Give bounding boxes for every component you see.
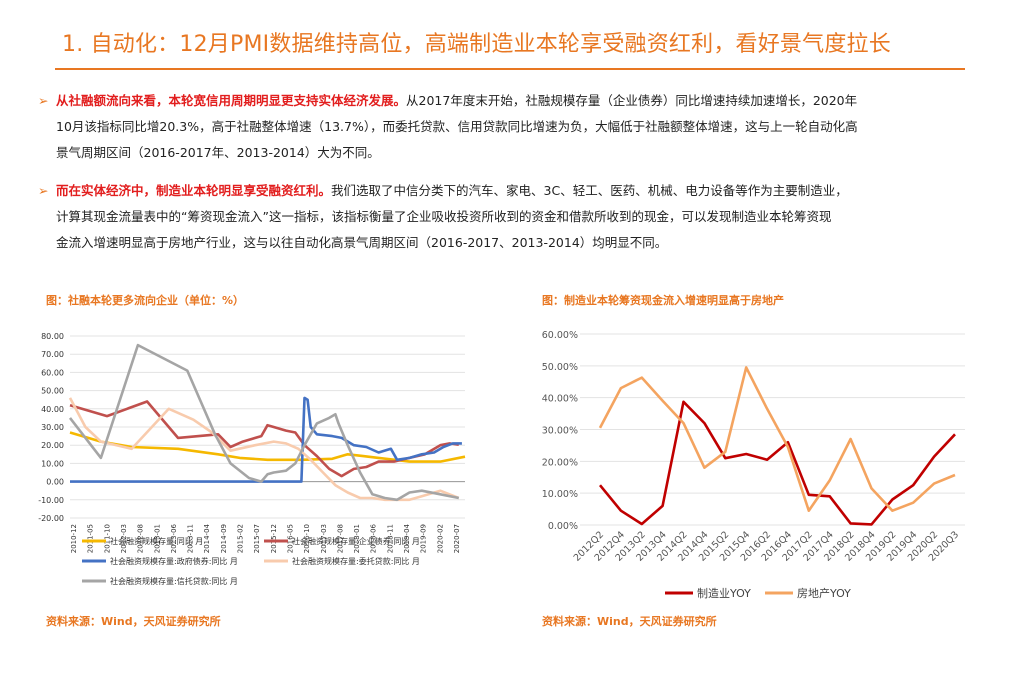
series-line-0 xyxy=(598,400,956,526)
y-tick-label: 30.00 xyxy=(41,423,64,432)
legend-label: 社会融资规模存量:企业债券:同比 月 xyxy=(292,536,420,546)
left-figure-caption: 图：社融本轮更多流向企业（单位：%） xyxy=(46,294,245,307)
bullet-1-line-1: 从2017年度末开始，社融规模存量（企业债券）同比增速持续加速增长，2020年 xyxy=(406,93,858,108)
y-tick-label: 0.00 xyxy=(46,478,64,487)
bullet-1-line-3: 景气周期区间（2016-2017年、2013-2014）大为不同。 xyxy=(56,145,380,160)
x-tick-label: 2012-08 xyxy=(137,524,145,553)
x-tick-label: 2013-06 xyxy=(170,523,178,553)
bullet-2-line-2: 计算其现金流量表中的“筹资现金流入”这一指标，该指标衡量了企业吸收投资所收到的资… xyxy=(56,209,832,224)
x-tick-label: 2018-06 xyxy=(370,523,378,553)
series-line-1 xyxy=(69,400,459,478)
x-tick-label: 2017-03 xyxy=(320,524,328,553)
legend-label: 社会融资规模存量:委托贷款:同比 月 xyxy=(292,556,420,566)
right-figure-source: 资料来源：Wind，天风证券研究所 xyxy=(542,615,717,628)
x-tick-label: 2019-04 xyxy=(403,523,411,553)
x-tick-label: 2011-05 xyxy=(87,524,95,553)
y-tick-label: 0.00% xyxy=(548,521,578,532)
series-line-1 xyxy=(598,366,956,512)
x-tick-label: 2013-01 xyxy=(153,524,161,553)
x-tick-label: 2017-08 xyxy=(336,524,344,553)
y-tick-label: 30.00% xyxy=(542,426,578,437)
x-tick-label: 2012-03 xyxy=(120,524,128,553)
x-tick-label: 2015-07 xyxy=(253,524,261,553)
bullet-2-line-3: 金流入增速明显高于房地产行业，这与以往自动化高景气周期区间（2016-2017、… xyxy=(56,235,668,250)
x-tick-label: 2015-02 xyxy=(237,524,245,553)
y-tick-label: 10.00% xyxy=(542,489,578,500)
legend-label: 制造业YOY xyxy=(697,586,751,600)
y-tick-label: 20.00% xyxy=(542,457,578,468)
legend-label: 社会融资规模存量:信托贷款:同比 月 xyxy=(110,576,238,586)
y-tick-label: 70.00 xyxy=(41,350,64,359)
legend-label: 社会融资规模存量:政府债券:同比 月 xyxy=(110,556,238,566)
series-line-4 xyxy=(68,343,460,502)
y-tick-label: 20.00 xyxy=(41,441,64,450)
x-tick-label: 2014-04 xyxy=(203,523,211,553)
y-tick-label: 10.00 xyxy=(41,459,64,468)
y-tick-label: 60.00% xyxy=(542,330,578,341)
legend-label: 房地产YOY xyxy=(797,586,851,600)
legend-label: 社会融资规模存量:同比 月 xyxy=(110,536,203,546)
y-tick-label: 40.00% xyxy=(542,394,578,405)
y-tick-label: -10.00 xyxy=(38,496,64,505)
page-title: 1. 自动化：12月PMI数据维持高位，高端制造业本轮享受融资红利，看好景气度拉… xyxy=(62,32,891,57)
x-tick-label: 2019-09 xyxy=(420,524,428,553)
left-line-chart: -20.00 -10.00 0.00 10.00 20.00 30.00 40.00 50.0… xyxy=(38,332,466,586)
y-tick-label: 60.00 xyxy=(41,368,64,377)
bullet-2-emphasis: 而在实体经济中，制造业本轮明显享受融资红利。 xyxy=(56,183,332,198)
bullet-arrow-icon: ➢ xyxy=(38,183,49,198)
series-line-2 xyxy=(70,396,462,483)
x-tick-label: 2016-10 xyxy=(303,524,311,553)
title-underline xyxy=(55,68,965,70)
bullet-2: ➢ 而在实体经济中，制造业本轮明显享受融资红利。我们选取了中信分类下的汽车、家电、… xyxy=(38,178,968,256)
x-tick-label: 2015-12 xyxy=(270,524,278,553)
bullet-arrow-icon: ➢ xyxy=(38,93,49,108)
y-tick-label: 40.00 xyxy=(41,405,64,414)
x-tick-label: 2011-10 xyxy=(103,524,111,553)
x-tick-label: 2020-07 xyxy=(453,524,461,553)
x-tick-label: 2018-11 xyxy=(386,524,394,553)
right-figure-caption: 图：制造业本轮筹资现金流入增速明显高于房地产 xyxy=(542,294,784,307)
bullet-1-line-2: 10月该指标同比增20.3%，高于社融整体增速（13.7%），而委托贷款、信用贷… xyxy=(56,119,858,134)
x-tick-label: 2018-01 xyxy=(353,524,361,553)
x-tick-label: 2014-09 xyxy=(220,524,228,553)
right-line-chart: 0.00% 10.00% 20.00% 30.00% 40.00% 50.00% 60.00… xyxy=(542,330,965,600)
left-figure-source: 资料来源：Wind，天风证券研究所 xyxy=(46,615,221,628)
x-tick-label: 2020-02 xyxy=(436,524,444,553)
bullet-1: ➢ 从社融额流向来看，本轮宽信用周期明显更支持实体经济发展。从2017年度末开始，… xyxy=(38,88,968,166)
x-tick-label: 2013-11 xyxy=(187,524,195,553)
bullet-2-line-1: 我们选取了中信分类下的汽车、家电、3C、轻工、医药、机械、电力设备等作为主要制造… xyxy=(331,183,848,198)
series-line-3 xyxy=(68,397,460,502)
y-tick-label: -20.00 xyxy=(38,514,64,523)
y-tick-label: 50.00% xyxy=(542,362,578,373)
y-tick-label: 80.00 xyxy=(41,332,64,341)
bullet-1-emphasis: 从社融额流向来看，本轮宽信用周期明显更支持实体经济发展。 xyxy=(56,93,407,108)
x-tick-label: 2010-12 xyxy=(70,524,78,553)
y-tick-label: 50.00 xyxy=(41,387,64,396)
x-tick-label: 2016-05 xyxy=(286,524,294,553)
